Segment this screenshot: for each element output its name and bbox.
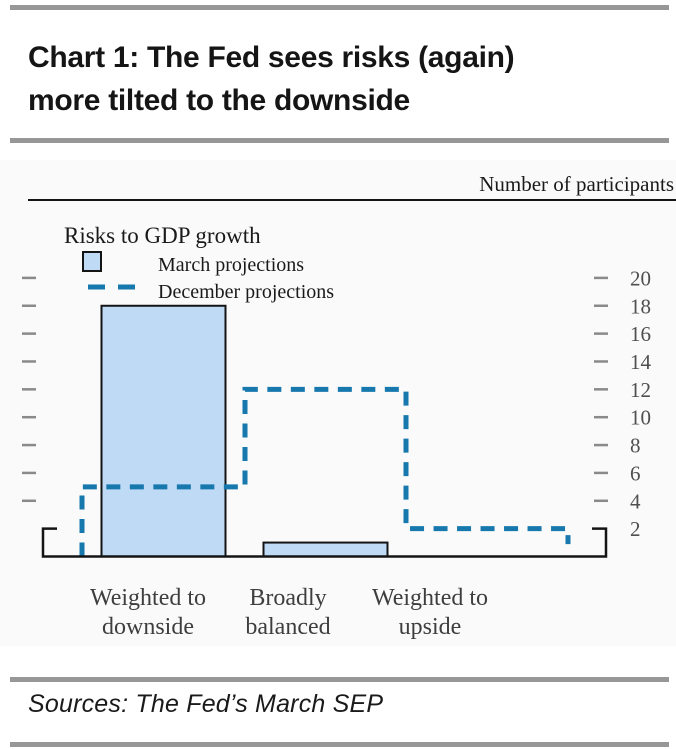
y-tick-label-10: 10: [630, 406, 651, 430]
y-tick-label-2: 2: [630, 517, 641, 541]
bottom-rule: [10, 742, 669, 747]
legend-march-swatch: [82, 251, 102, 272]
x-axis: [41, 527, 608, 558]
y-tick-label-12: 12: [630, 378, 651, 402]
title-divider-rule: [10, 138, 669, 143]
december-projections-line: [79, 386, 571, 557]
page-title-line-2: more tilted to the downside: [28, 84, 410, 117]
y-tick-label-18: 18: [630, 294, 651, 318]
page-title-line-1: Chart 1: The Fed sees risks (again): [28, 41, 515, 74]
y-tick-label-4: 4: [630, 489, 641, 513]
legend-march-label: March projections: [158, 254, 304, 276]
top-rule: [10, 5, 669, 10]
y-tick-label-20: 20: [630, 266, 651, 290]
source-note: Sources: The Fed’s March SEP: [28, 690, 384, 718]
legend-december-label: December projections: [158, 281, 334, 303]
x-category-label-broadly-balanced: balanced: [245, 614, 330, 640]
page-title: Chart 1: The Fed sees risks (again) more…: [28, 36, 658, 122]
y-axis-title: Number of participants: [479, 172, 674, 196]
y-tick-label-14: 14: [630, 350, 652, 374]
x-category-label-weighted-to-upside: Weighted to: [372, 585, 488, 611]
x-category-label-weighted-to-upside: upside: [399, 614, 462, 640]
y-tick-label-16: 16: [630, 322, 651, 346]
y-tick-label-8: 8: [630, 434, 641, 458]
chart-area: Number of participants Risks to GDP grow…: [0, 160, 676, 646]
bar-broadly-balanced: [262, 541, 389, 558]
legend: March projections December projections: [82, 251, 334, 303]
x-category-label-weighted-to-downside: Weighted to: [90, 585, 206, 611]
bar-weighted-to-downside: [100, 304, 227, 558]
source-divider-rule: [10, 677, 669, 682]
x-category-label-weighted-to-downside: downside: [102, 614, 194, 640]
y-tick-label-6: 6: [630, 461, 641, 485]
chart-series-title: Risks to GDP growth: [64, 223, 261, 248]
risk-chart: Number of participants Risks to GDP grow…: [22, 172, 676, 640]
x-category-label-broadly-balanced: Broadly: [249, 585, 326, 611]
